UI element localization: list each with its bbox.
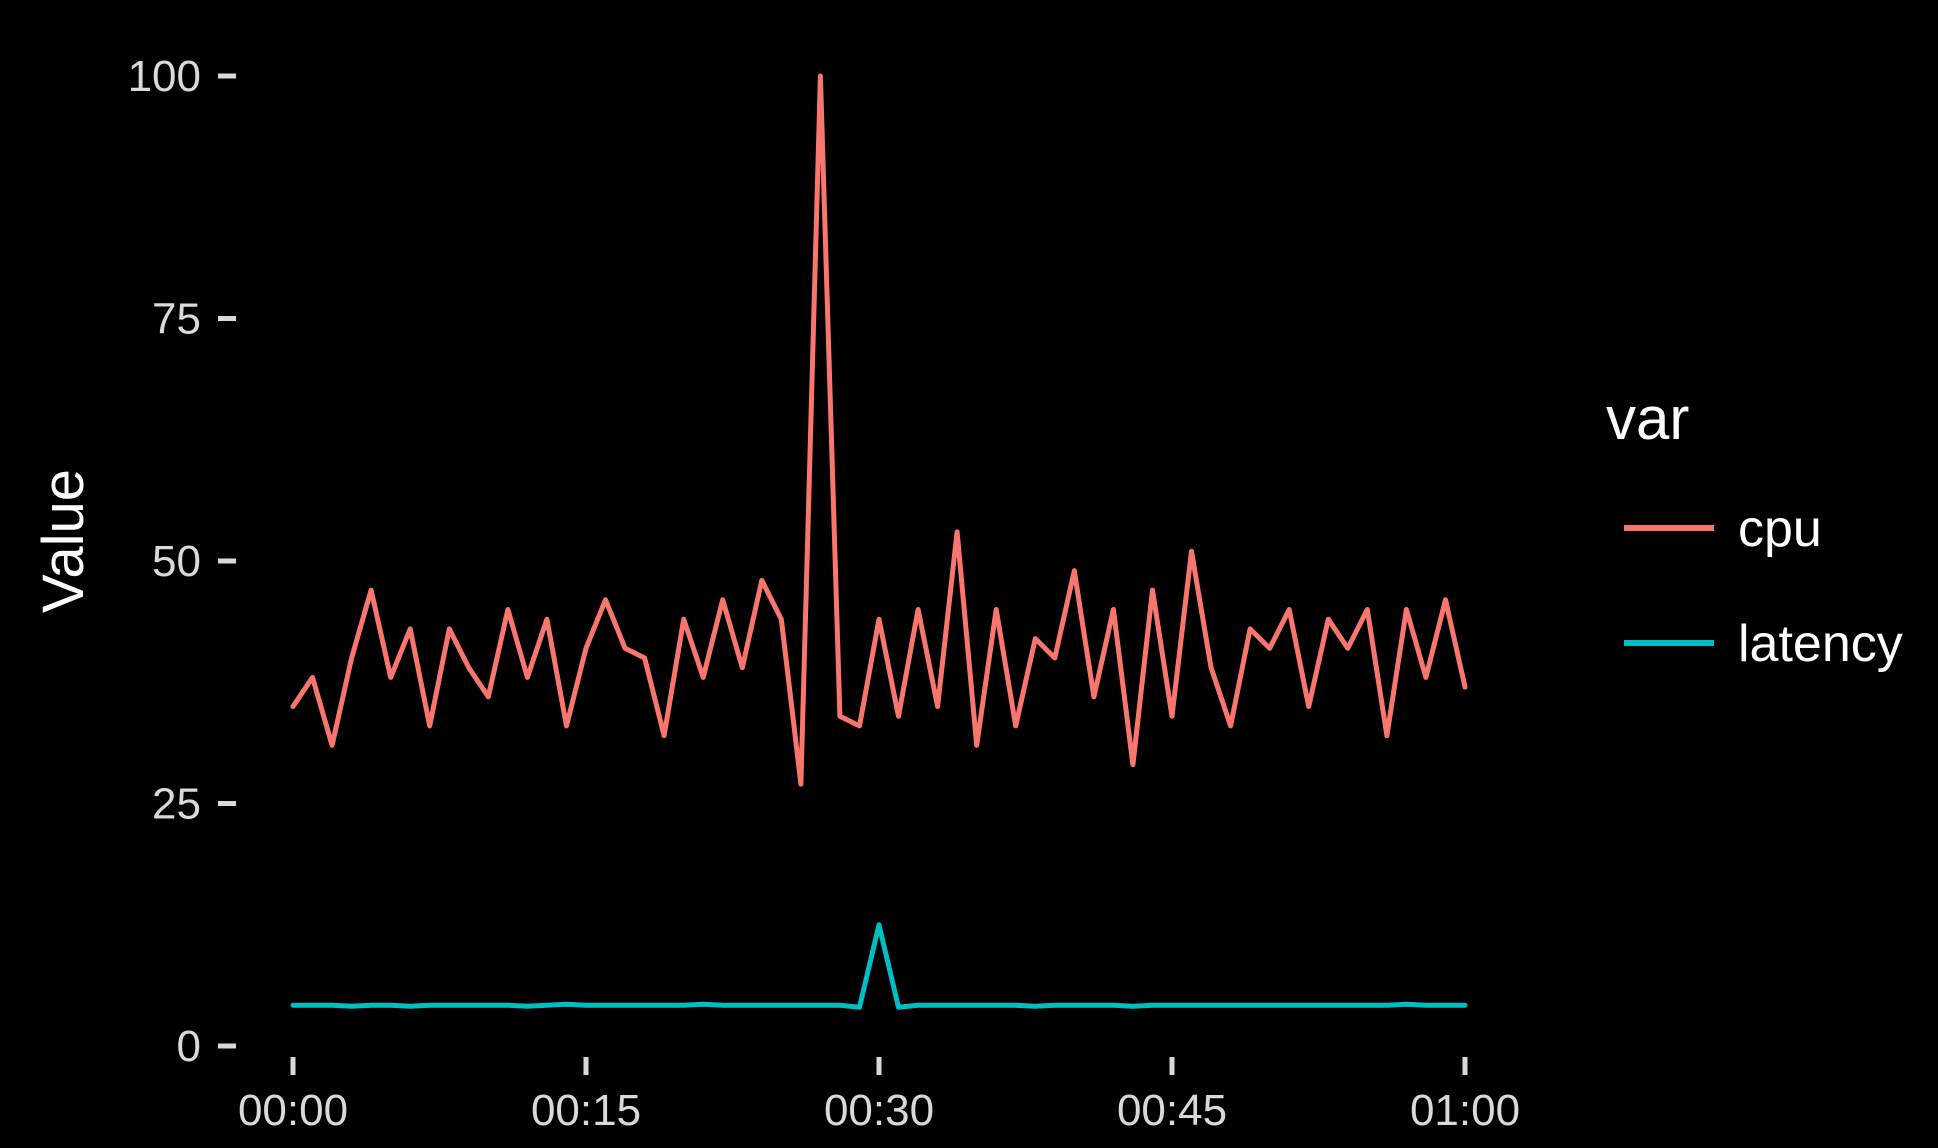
x-tick-label: 00:15 [531,1086,641,1135]
y-tick-label: 75 [152,295,201,344]
y-axis-title: Value [31,469,96,613]
series-line-latency [290,922,1468,1010]
series-line-cpu [290,73,1468,787]
y-tick-label: 25 [152,780,201,829]
y-axis: 0 25 50 75 100 [128,52,236,1071]
legend: var cpu latency [1606,385,1903,673]
x-axis: 00:00 00:15 00:30 00:45 01:00 [238,1057,1520,1135]
x-tick-label: 01:00 [1410,1086,1520,1135]
series-lines [290,73,1468,1010]
y-tick-label: 50 [152,537,201,586]
legend-label-cpu: cpu [1738,500,1822,558]
y-tick-label: 0 [177,1022,201,1071]
x-tick-label: 00:45 [1117,1086,1227,1135]
y-tick-label: 100 [128,52,201,101]
legend-title: var [1606,385,1689,452]
x-tick-label: 00:30 [824,1086,934,1135]
legend-label-latency: latency [1738,615,1903,673]
legend-items: cpu latency [1624,500,1903,673]
x-tick-label: 00:00 [238,1086,348,1135]
